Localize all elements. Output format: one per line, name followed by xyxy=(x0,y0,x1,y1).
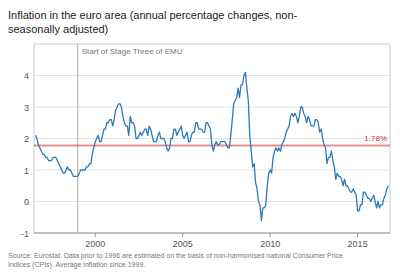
chart: Inflation in the euro area (annual perce… xyxy=(0,0,400,275)
grid-line xyxy=(34,75,390,76)
average-label: 1.78% xyxy=(364,134,387,143)
plot-area xyxy=(34,44,390,233)
grid-line xyxy=(34,201,390,202)
x-tick-label: 2015 xyxy=(348,239,368,249)
event-label: Start of Stage Three of EMU xyxy=(82,47,183,56)
title-line: Inflation in the euro area (annual perce… xyxy=(8,9,298,21)
x-tick-label: 2005 xyxy=(173,239,193,249)
grid-line xyxy=(34,170,390,171)
y-tick-label: 3 xyxy=(24,103,29,113)
y-tick-label: -1 xyxy=(21,229,29,239)
event-line xyxy=(77,44,78,233)
title-line: seasonally adjusted) xyxy=(8,23,108,35)
x-tick xyxy=(182,233,183,237)
y-tick-label: 2 xyxy=(24,134,29,144)
grid-line xyxy=(34,138,390,139)
source-line: Indices (CPIs). Average inflation since … xyxy=(8,261,145,269)
source-line: Source: Eurostat. Data prior to 1996 are… xyxy=(8,252,343,260)
grid-line xyxy=(34,233,390,234)
x-axis xyxy=(34,233,390,234)
x-tick xyxy=(270,233,271,237)
x-tick-label: 2000 xyxy=(85,239,105,249)
inflation-line xyxy=(35,72,388,220)
x-tick-label: 2010 xyxy=(260,239,280,249)
y-tick-label: 1 xyxy=(24,166,29,176)
grid-line xyxy=(34,107,390,108)
source: Source: Eurostat. Data prior to 1996 are… xyxy=(8,252,343,269)
x-tick xyxy=(357,233,358,237)
x-tick xyxy=(95,233,96,237)
plot-frame xyxy=(34,44,390,233)
y-tick-label: 0 xyxy=(24,197,29,207)
y-tick-label: 4 xyxy=(24,71,29,81)
title: Inflation in the euro area (annual perce… xyxy=(8,9,298,35)
